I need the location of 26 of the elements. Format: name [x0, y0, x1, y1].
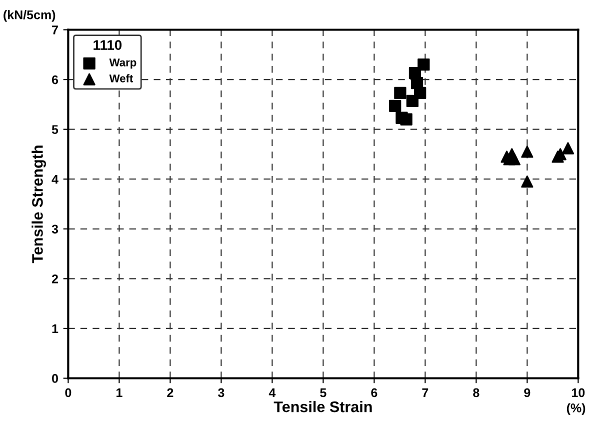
- legend-label: Weft: [109, 74, 134, 82]
- x-axis-title: Tensile Strain: [274, 401, 372, 412]
- text: (%): [566, 403, 586, 415]
- x-tick-label: 9: [524, 388, 530, 398]
- x-tick-label: 2: [167, 388, 174, 398]
- y-tick-label: 7: [52, 26, 58, 34]
- x-tick-label: 4: [268, 388, 276, 398]
- y-tick-label: 5: [52, 125, 58, 134]
- x-tick-label: 7: [422, 388, 428, 398]
- x-tick-label: 0: [65, 388, 72, 398]
- y-axis-title: Tensile Strength: [32, 146, 46, 264]
- x-tick-label: 10: [572, 388, 585, 398]
- y-tick-label: 0: [52, 374, 58, 383]
- x-tick-label: 5: [320, 388, 326, 398]
- y-tick-label: 3: [52, 224, 58, 234]
- x-tick-label: 8: [473, 388, 480, 398]
- legend-title: 1110: [94, 40, 122, 50]
- y-tick-label: 2: [52, 274, 58, 284]
- text: (kN/5cm): [4, 10, 56, 22]
- y-tick-label: 6: [52, 75, 58, 84]
- x-tick-label: 6: [371, 388, 378, 398]
- x-tick-label: 1: [116, 388, 122, 398]
- x-tick-label: 3: [218, 388, 224, 398]
- y-tick-label: 4: [52, 175, 58, 184]
- legend-label: Warp: [109, 58, 136, 69]
- y-tick-label: 1: [52, 324, 58, 333]
